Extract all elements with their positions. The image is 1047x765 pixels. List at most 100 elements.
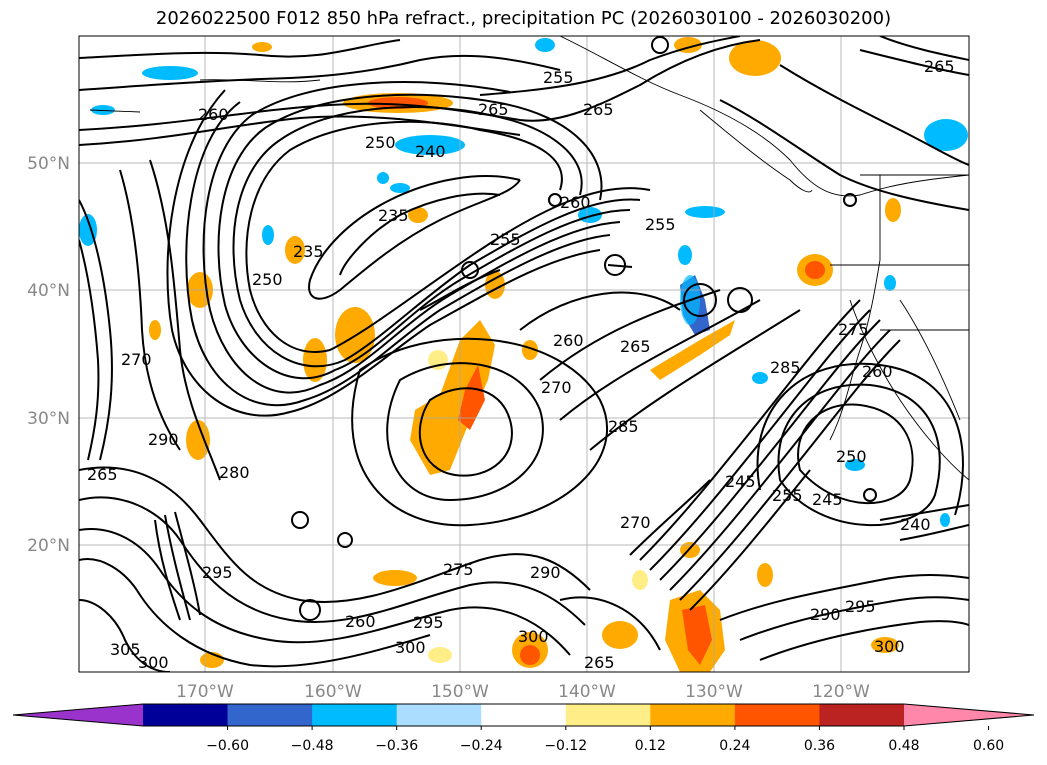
contour-label: 235 bbox=[378, 206, 409, 225]
precip-anomaly-negative bbox=[535, 38, 555, 52]
lon-label-170w: 170°W bbox=[176, 682, 234, 702]
colorbar-tick-label: 0.12 bbox=[635, 738, 666, 754]
colorbar-extend-low bbox=[13, 704, 143, 726]
contour-label: 240 bbox=[900, 515, 931, 534]
precip-anomaly-positive bbox=[285, 236, 305, 264]
contour-label: 275 bbox=[838, 320, 869, 339]
precip-anomaly-negative bbox=[752, 372, 768, 384]
contour-label: 265 bbox=[478, 100, 509, 119]
contour-label: 260 bbox=[198, 105, 229, 124]
precip-anomaly-negative bbox=[678, 245, 692, 265]
longitude-labels: 170°W 160°W 150°W 140°W 130°W 120°W bbox=[176, 682, 870, 702]
contour-label: 275 bbox=[443, 560, 474, 579]
lat-label-40n: 40°N bbox=[27, 281, 70, 301]
precip-anomaly-positive bbox=[885, 198, 901, 222]
colorbar-tick-label: −0.24 bbox=[460, 738, 503, 754]
colorbar-tick-label: −0.60 bbox=[206, 738, 249, 754]
colorbar-outline bbox=[12, 703, 1035, 727]
lat-label-30n: 30°N bbox=[27, 409, 70, 429]
contour-label: 250 bbox=[365, 133, 396, 152]
contour-label: 270 bbox=[620, 513, 651, 532]
precip-anomaly-negative bbox=[685, 206, 725, 218]
precip-anomaly-negative bbox=[79, 214, 97, 246]
precip-anomaly-positive bbox=[871, 637, 899, 653]
contour-label: 300 bbox=[518, 627, 549, 646]
precip-anomaly-positive bbox=[186, 420, 210, 460]
precip-anomaly-positive bbox=[408, 207, 428, 223]
contour-label: 270 bbox=[541, 378, 572, 397]
precip-anomaly-negative bbox=[940, 513, 950, 527]
contour-label: 295 bbox=[413, 613, 444, 632]
contour-label: 285 bbox=[608, 417, 639, 436]
precip-anomaly-positive bbox=[428, 647, 452, 663]
contour-label: 265 bbox=[583, 100, 614, 119]
colorbar-tick-label: −0.36 bbox=[375, 738, 418, 754]
colorbar-tick-label: 0.60 bbox=[973, 738, 1004, 754]
contour-label: 300 bbox=[874, 637, 905, 656]
contour-label: 300 bbox=[395, 638, 426, 657]
contour-label: 295 bbox=[845, 597, 876, 616]
precip-anomaly-positive bbox=[252, 42, 272, 52]
colorbar-swatch bbox=[650, 704, 736, 726]
precip-anomaly-positive bbox=[602, 621, 638, 649]
contour-label: 250 bbox=[836, 447, 867, 466]
precip-anomaly-negative bbox=[390, 183, 410, 193]
contour-label: 265 bbox=[584, 653, 615, 672]
precip-anomaly-negative bbox=[262, 225, 274, 245]
contour-label: 265 bbox=[87, 465, 118, 484]
contour-label: 290 bbox=[810, 605, 841, 624]
contour-label: 255 bbox=[543, 68, 574, 87]
contour-label: 260 bbox=[345, 612, 376, 631]
lon-label-120w: 120°W bbox=[812, 682, 870, 702]
precip-anomaly-negative bbox=[377, 172, 389, 184]
contour-label: 245 bbox=[812, 490, 843, 509]
precip-anomaly-negative bbox=[395, 135, 465, 155]
contour-label: 270 bbox=[121, 350, 152, 369]
lon-label-160w: 160°W bbox=[304, 682, 362, 702]
colorbar-swatch bbox=[565, 704, 651, 726]
lat-label-20n: 20°N bbox=[27, 536, 70, 556]
precip-anomaly-negative bbox=[884, 275, 896, 291]
map-layers: 255 260 265 250 240 235 235 255 260 255 … bbox=[79, 36, 969, 672]
contour-label: 235 bbox=[293, 242, 324, 261]
coastlines bbox=[89, 36, 969, 481]
colorbar-tick-label: −0.12 bbox=[544, 738, 587, 754]
colorbar-tick-label: 0.48 bbox=[888, 738, 919, 754]
lon-label-140w: 140°W bbox=[558, 682, 616, 702]
plot-frame bbox=[78, 35, 970, 673]
colorbar-swatch bbox=[312, 704, 398, 726]
contour-label: 255 bbox=[772, 486, 803, 505]
precip-anomaly-positive bbox=[757, 563, 773, 587]
contour-label: 260 bbox=[862, 362, 893, 381]
colorbar-tick-labels: −0.60 −0.48 −0.36 −0.24 −0.12 0.12 0.24 0.36 0.4… bbox=[206, 726, 1004, 754]
contour-label: 255 bbox=[645, 215, 676, 234]
lon-label-130w: 130°W bbox=[685, 682, 743, 702]
colorbar-swatch bbox=[481, 704, 567, 726]
precip-anomaly-negative bbox=[91, 105, 115, 115]
lat-label-50n: 50°N bbox=[27, 154, 70, 174]
contour-label: 280 bbox=[219, 463, 250, 482]
contour-label: 265 bbox=[924, 57, 955, 76]
precip-anomaly-negative bbox=[142, 66, 198, 80]
colorbar-swatch bbox=[143, 704, 229, 726]
colorbar-swatch bbox=[396, 704, 482, 726]
contour-label: 240 bbox=[415, 142, 446, 161]
colorbar-swatch bbox=[227, 704, 313, 726]
precip-anomaly-positive bbox=[729, 40, 781, 76]
contour-label: 250 bbox=[252, 270, 283, 289]
colorbar-tick-label: −0.48 bbox=[291, 738, 334, 754]
contour-label: 265 bbox=[620, 337, 651, 356]
contour-label: 290 bbox=[148, 430, 179, 449]
contour-labels: 255 260 265 250 240 235 235 255 260 255 … bbox=[87, 57, 955, 672]
precip-anomaly-positive bbox=[149, 320, 161, 340]
contour-label: 255 bbox=[490, 230, 521, 249]
precip-anomaly-negative bbox=[845, 459, 865, 471]
precip-anomaly-positive bbox=[522, 340, 538, 360]
precip-anomaly-positive bbox=[303, 338, 327, 382]
contour-label: 285 bbox=[770, 358, 801, 377]
contour-label: 300 bbox=[138, 653, 169, 672]
refractivity-contours bbox=[79, 36, 969, 672]
contour-label: 305 bbox=[110, 640, 141, 659]
precip-anomaly-positive bbox=[373, 570, 417, 586]
